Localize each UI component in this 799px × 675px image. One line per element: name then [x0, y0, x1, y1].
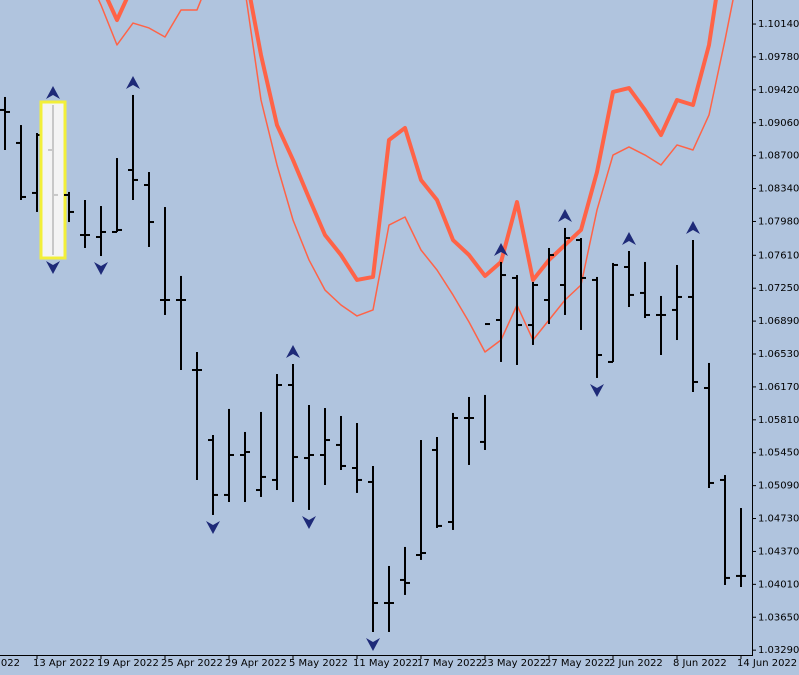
- y-tick-label: 1.08340: [758, 184, 799, 195]
- envelope-line: [105, 0, 718, 282]
- x-tick-label: 2 Jun 2022: [609, 658, 663, 669]
- fractal-up: [686, 221, 700, 235]
- envelope-line: [97, 0, 734, 353]
- fractal-down: [366, 637, 380, 651]
- plot-area: [0, 0, 746, 651]
- y-tick-label: 1.07250: [758, 283, 799, 294]
- y-tick-label: 1.06170: [758, 382, 799, 393]
- y-tick-label: 1.09420: [758, 85, 799, 96]
- x-tick-label: 19 Apr 2022: [97, 658, 159, 669]
- x-tick-label: 17 May 2022: [417, 658, 482, 669]
- x-tick-label: 5 May 2022: [289, 658, 348, 669]
- fractal-up: [622, 231, 636, 245]
- y-tick-label: 1.07610: [758, 250, 799, 261]
- x-tick-label: 14 Jun 2022: [737, 658, 797, 669]
- y-tick-label: 1.04370: [758, 546, 799, 557]
- y-tick-label: 1.05450: [758, 448, 799, 459]
- y-tick-label: 1.08700: [758, 151, 799, 162]
- x-tick-label: 23 May 2022: [481, 658, 546, 669]
- y-tick-label: 1.04010: [758, 579, 799, 590]
- fractal-down: [94, 262, 108, 276]
- y-tick-label: 1.09060: [758, 118, 799, 129]
- x-tick-label: 2022: [0, 658, 20, 669]
- fractal-up: [126, 75, 140, 89]
- y-tick-label: 1.06890: [758, 316, 799, 327]
- fractal-up: [286, 344, 300, 358]
- y-tick-label: 1.05810: [758, 415, 799, 426]
- y-tick-label: 1.04730: [758, 514, 799, 525]
- y-tick-label: 1.07980: [758, 216, 799, 227]
- y-tick-label: 1.03290: [758, 645, 799, 656]
- y-tick-label: 1.05090: [758, 481, 799, 492]
- fractal-up: [46, 86, 60, 100]
- x-tick-label: 29 Apr 2022: [225, 658, 287, 669]
- x-tick-label: 8 Jun 2022: [673, 658, 727, 669]
- fractal-down: [590, 383, 604, 397]
- fractal-down: [206, 520, 220, 534]
- fractal-up: [494, 242, 508, 256]
- x-tick-label: 11 May 2022: [353, 658, 418, 669]
- fractal-down: [46, 261, 60, 275]
- x-tick-label: 25 Apr 2022: [161, 658, 223, 669]
- y-tick-label: 1.03650: [758, 612, 799, 623]
- x-tick-label: 27 May 2022: [545, 658, 610, 669]
- x-tick-label: 13 Apr 2022: [33, 658, 95, 669]
- fractal-up: [558, 208, 572, 222]
- y-tick-label: 1.10140: [758, 19, 799, 30]
- y-tick-label: 1.09780: [758, 52, 799, 63]
- fractal-down: [302, 515, 316, 529]
- y-tick-label: 1.06530: [758, 349, 799, 360]
